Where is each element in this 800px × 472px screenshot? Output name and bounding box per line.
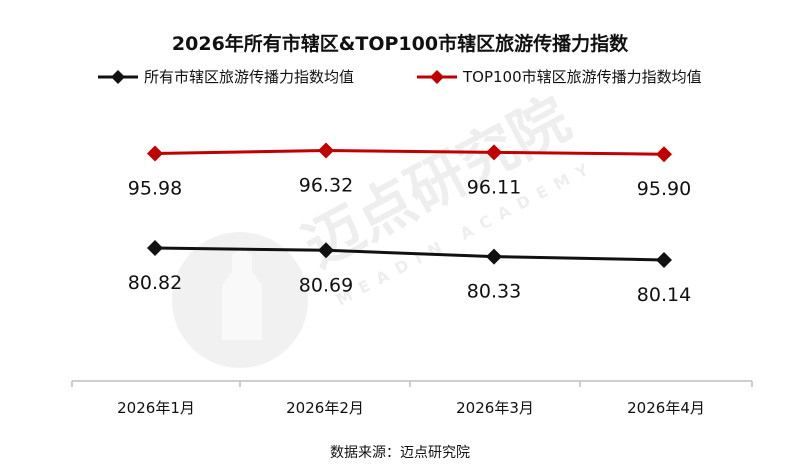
series-line-all: [154, 246, 665, 262]
legend-marker-all: [111, 70, 125, 84]
source-note: 数据来源：迈点研究院: [330, 445, 470, 461]
data-label-all-1: 80.82: [128, 272, 182, 294]
data-point-top100-2: [318, 142, 334, 159]
data-label-top100-2: 96.32: [299, 175, 353, 197]
data-label-all-4: 80.14: [637, 284, 691, 306]
data-label-top100-4: 95.90: [637, 178, 691, 200]
x-axis: 2026年1月 2026年2月 2026年3月 2026年4月: [71, 380, 753, 417]
series-layer: 80.82 80.69 80.33 80.14 95.98 96.32 96.11 95.90: [128, 142, 691, 306]
data-point-top100-4: [656, 146, 672, 163]
data-point-all-2: [318, 242, 334, 259]
legend-item-all: 所有市辖区旅游传播力指数均值: [98, 68, 354, 86]
data-label-top100-3: 96.11: [467, 176, 521, 198]
x-tick-label-1: 2026年1月: [117, 399, 195, 417]
watermark-building-icon: [222, 248, 262, 340]
data-point-all-4: [656, 251, 672, 268]
legend: 所有市辖区旅游传播力指数均值 TOP100市辖区旅游传播力指数均值: [98, 68, 702, 86]
data-point-all-3: [486, 248, 502, 265]
data-label-all-3: 80.33: [467, 281, 521, 303]
x-tick-label-3: 2026年3月: [456, 399, 534, 417]
watermark: 迈点研究院 MEADIN ACADEMY: [172, 84, 599, 368]
x-tick-label-4: 2026年4月: [627, 399, 705, 417]
legend-label-all: 所有市辖区旅游传播力指数均值: [144, 68, 354, 86]
x-tick-label-2: 2026年2月: [286, 399, 364, 417]
chart-title: 2026年所有市辖区&TOP100市辖区旅游传播力指数: [172, 32, 629, 55]
data-label-top100-1: 95.98: [128, 177, 182, 199]
data-point-top100-3: [486, 144, 502, 161]
legend-marker-top100: [430, 70, 444, 84]
series-line-top100: [154, 148, 665, 156]
data-point-all-1: [147, 240, 163, 256]
legend-label-top100: TOP100市辖区旅游传播力指数均值: [462, 68, 702, 86]
data-label-all-2: 80.69: [299, 274, 353, 296]
legend-item-top100: TOP100市辖区旅游传播力指数均值: [417, 68, 702, 86]
data-point-top100-1: [147, 145, 163, 162]
